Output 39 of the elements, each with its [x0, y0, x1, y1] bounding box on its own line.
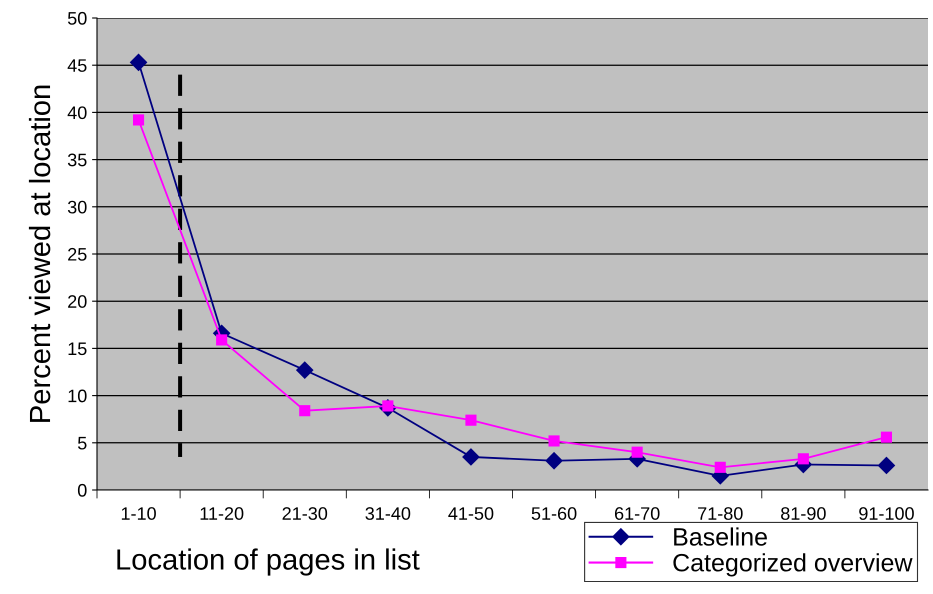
x-tick-label: 61-70 [614, 507, 660, 520]
x-tick-label: 31-40 [365, 507, 410, 520]
x-tick-label: 91-100 [859, 507, 914, 520]
y-tick-label: 20 [68, 295, 87, 308]
point [714, 462, 726, 473]
y-tick-label: 50 [68, 12, 87, 25]
point [632, 446, 643, 458]
point [216, 334, 228, 346]
y-tick-label: 5 [78, 436, 87, 450]
x-tick-label: 1-10 [122, 507, 156, 520]
point [546, 452, 563, 470]
x-tick-label: 11-20 [200, 507, 244, 520]
y-tick-label: 15 [68, 342, 87, 356]
x-tick-label: 41-50 [448, 507, 494, 520]
point [462, 448, 480, 466]
point [132, 114, 144, 126]
point [798, 453, 809, 464]
x-tick-label: 21-30 [282, 507, 328, 520]
y-tick-label: 10 [68, 390, 87, 402]
y-tick-label: 35 [68, 154, 87, 166]
y-tick-label: 40 [68, 106, 87, 120]
legend-label: Categorized overview [673, 553, 913, 576]
point [878, 456, 895, 474]
point [880, 432, 892, 443]
y-axis-title: Percent viewed at location [28, 86, 50, 422]
point [465, 414, 477, 426]
y-tick-label: 30 [68, 200, 87, 214]
x-tick-label: 51-60 [532, 507, 576, 520]
point [299, 405, 310, 416]
point [130, 54, 148, 71]
y-tick-label: 45 [68, 59, 87, 72]
y-tick-label: 0 [78, 484, 87, 497]
y-tick-label: 25 [68, 248, 87, 261]
x-tick-label: 81-90 [781, 507, 826, 520]
x-tick-label: 71-80 [698, 507, 743, 520]
x-axis-title: Location of pages in list [117, 548, 420, 576]
legend-label: Baseline [674, 527, 767, 546]
point [296, 362, 314, 379]
point [548, 435, 560, 446]
